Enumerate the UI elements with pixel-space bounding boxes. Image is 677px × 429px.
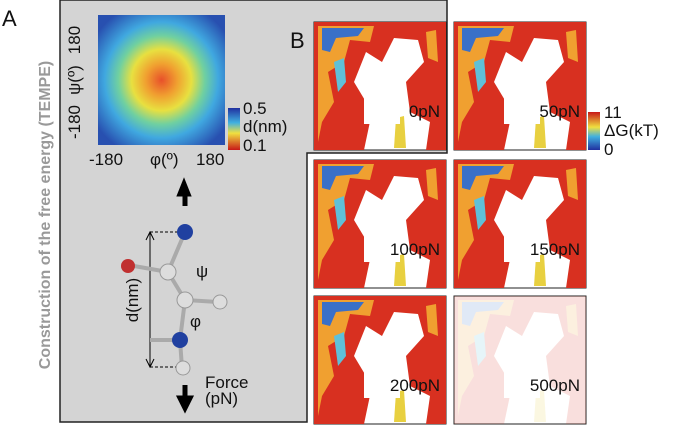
- distance-label: d(nm): [123, 278, 142, 322]
- x-axis-label: φ(º): [150, 150, 179, 169]
- empty-region: [364, 358, 400, 398]
- atom-n: [177, 224, 193, 240]
- colorbar-a: [228, 108, 240, 150]
- colorbar-b-min: 0: [604, 140, 613, 159]
- atom-h: [175, 360, 191, 376]
- empty-region: [364, 222, 400, 262]
- panel-label: B: [290, 28, 305, 53]
- force-arrow-down: [175, 385, 195, 414]
- force-label: 150pN: [530, 240, 580, 259]
- empty-region: [504, 222, 540, 262]
- empty-region: [364, 84, 400, 124]
- y-axis-label: ψ(º): [65, 65, 84, 95]
- distance-map: [98, 15, 225, 145]
- x-min-label: -180: [89, 150, 123, 169]
- phi-label: φ: [190, 312, 201, 331]
- force-label: 500pN: [530, 376, 580, 395]
- colorbar-a-label: d(nm): [243, 117, 287, 136]
- atom-ca: [176, 291, 194, 309]
- molecule: ψ φ d(nm) Force (pN): [121, 177, 248, 414]
- atom-h: [212, 294, 228, 310]
- atom-n: [172, 332, 188, 348]
- force-arrow-up: [176, 177, 192, 206]
- atom-o: [121, 259, 135, 273]
- psi-label: ψ: [196, 262, 208, 281]
- empty-region: [504, 84, 540, 124]
- colorbar-b-max: 11: [604, 103, 622, 122]
- side-title: Construction of the free energy (TEMPE): [37, 61, 54, 369]
- force-label: 200pN: [390, 376, 440, 395]
- empty-region: [504, 358, 540, 398]
- colorbar-b-label: ΔG(kT): [604, 121, 659, 140]
- colorbar-a-max: 0.5: [243, 99, 267, 118]
- y-min-label: -180: [65, 105, 84, 139]
- force-label: 0pN: [409, 102, 440, 121]
- force-label: 50pN: [539, 102, 580, 121]
- force-label: Force: [205, 373, 248, 392]
- x-max-label: 180: [196, 150, 224, 169]
- panel-grid: 0pN 50pN 100pN 150pN 200pN 500pN: [313, 21, 587, 425]
- atom-c: [159, 263, 177, 281]
- y-max-label: 180: [65, 26, 84, 54]
- force-label: 100pN: [390, 240, 440, 259]
- force-label: (pN): [205, 389, 238, 408]
- panel-label: A: [2, 6, 17, 31]
- colorbar-b: [588, 112, 600, 150]
- colorbar-a-min: 0.1: [243, 136, 267, 155]
